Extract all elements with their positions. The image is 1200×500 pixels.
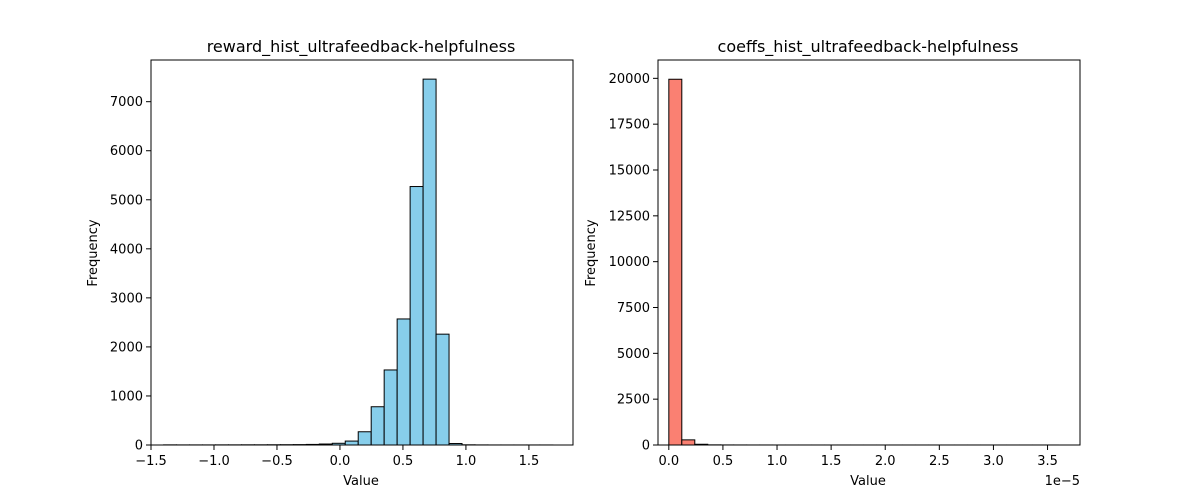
reward-histogram-bar [383, 369, 398, 446]
coeffs-histogram-bar [681, 439, 696, 446]
reward-histogram-x-tick-label: 1.0 [456, 454, 477, 469]
reward-histogram-x-tick-label: −1.0 [198, 454, 230, 469]
coeffs-histogram-frame [657, 59, 1081, 446]
coeffs-histogram-y-tick-label: 10000 [609, 255, 650, 270]
coeffs-histogram-y-tick-label: 0 [642, 439, 650, 454]
coeffs-histogram-title: coeffs_hist_ultrafeedback-helpfulness [718, 37, 1019, 57]
reward-histogram-y-tick-label: 0 [135, 439, 143, 454]
reward-histogram-y-tick-label: 1000 [110, 389, 143, 404]
coeffs-histogram-y-ticks: 0 2500 5000 7500 10000 12500 15000 17500 20000 [609, 72, 658, 454]
coeffs-histogram-y-tick-label: 20000 [609, 72, 650, 87]
coeffs-histogram-y-tick-label: 12500 [609, 209, 650, 224]
reward-histogram-x-tick-label: 0.0 [330, 454, 351, 469]
reward-histogram-y-tick-label: 7000 [110, 95, 143, 110]
reward-histogram-bar [409, 186, 424, 446]
reward-histogram-y-axis-label: Frequency [86, 219, 101, 286]
coeffs-histogram-y-axis-label: Frequency [584, 219, 599, 286]
reward-histogram-y-tick-label: 5000 [110, 193, 143, 208]
coeffs-histogram-x-axis-label: Value [850, 474, 886, 489]
coeffs-histogram-x-offset-label: 1e−5 [1045, 474, 1080, 489]
coeffs-histogram-x-tick-label: 2.5 [929, 454, 950, 469]
reward-histogram-bar [435, 333, 450, 446]
coeffs-histogram-x-ticks: 0.0 0.5 1.0 1.5 2.0 2.5 3.0 3.5 [658, 445, 1058, 469]
coeffs-histogram-x-tick-label: 2.0 [875, 454, 896, 469]
coeffs-histogram-y-tick-label: 5000 [617, 347, 650, 362]
reward-histogram-x-tick-label: −1.5 [135, 454, 167, 469]
reward-histogram-x-tick-label: 0.5 [393, 454, 414, 469]
reward-histogram-bar [357, 431, 372, 446]
reward-histogram-bar [344, 440, 359, 446]
reward-histogram-frame [150, 59, 574, 446]
reward-histogram-y-tick-label: 6000 [110, 144, 143, 159]
reward-histogram-x-tick-label: 1.5 [519, 454, 540, 469]
reward-histogram-bar [370, 406, 385, 446]
reward-histogram-title: reward_hist_ultrafeedback-helpfulness [207, 37, 516, 57]
coeffs-histogram-y-tick-label: 2500 [617, 393, 650, 408]
reward-histogram-y-tick-label: 4000 [110, 242, 143, 257]
coeffs-histogram-x-tick-label: 0.0 [658, 454, 679, 469]
reward-histogram-x-tick-label: −0.5 [261, 454, 293, 469]
coeffs-histogram-bar [668, 78, 683, 446]
reward-histogram-bar [396, 318, 411, 446]
reward-histogram-plot: reward_hist_ultrafeedback-helpfulness −1… [86, 37, 574, 489]
coeffs-histogram-plot: coeffs_hist_ultrafeedback-helpfulness 0.… [584, 37, 1081, 489]
coeffs-histogram-y-tick-label: 7500 [617, 301, 650, 316]
coeffs-histogram-x-tick-label: 1.0 [767, 454, 788, 469]
coeffs-histogram-y-tick-label: 15000 [609, 164, 650, 179]
coeffs-histogram-x-tick-label: 1.5 [821, 454, 842, 469]
reward-histogram-bars [163, 78, 554, 446]
coeffs-histogram-y-tick-label: 17500 [609, 118, 650, 133]
reward-histogram-bar [422, 78, 437, 446]
coeffs-histogram-x-tick-label: 3.0 [983, 454, 1004, 469]
coeffs-histogram-x-tick-label: 3.5 [1037, 454, 1058, 469]
reward-histogram-y-tick-label: 2000 [110, 340, 143, 355]
coeffs-histogram-x-tick-label: 0.5 [713, 454, 734, 469]
reward-histogram-x-axis-label: Value [343, 474, 379, 489]
reward-histogram-y-ticks: 0 1000 2000 3000 4000 5000 6000 7000 [110, 95, 151, 454]
reward-histogram-y-tick-label: 3000 [110, 291, 143, 306]
reward-histogram-x-ticks: −1.5 −1.0 −0.5 0.0 0.5 1.0 1.5 [135, 445, 539, 469]
